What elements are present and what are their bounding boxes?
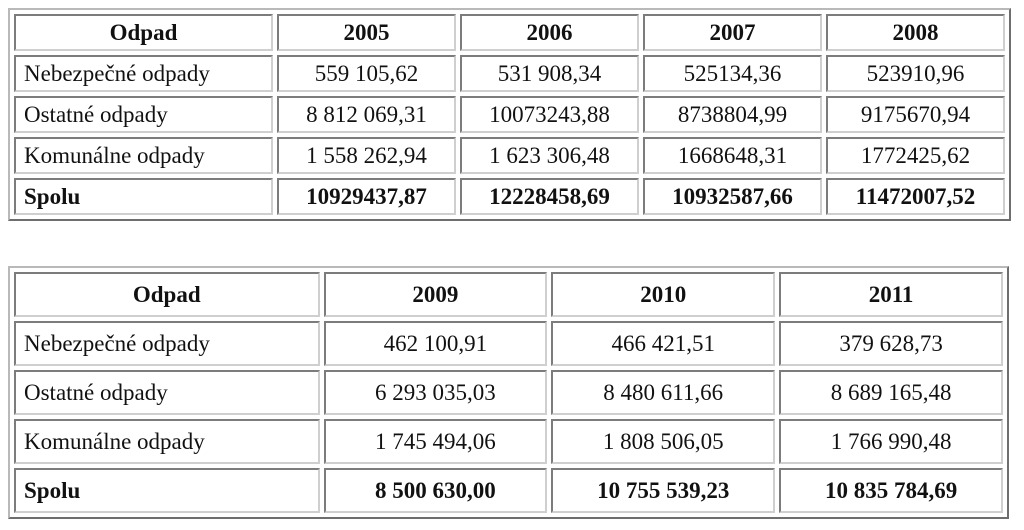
row-label: Nebezpečné odpady	[14, 321, 320, 366]
table-cell: 10932587,66	[643, 178, 822, 215]
column-header-waste: Odpad	[14, 14, 273, 51]
column-header-year: 2010	[551, 272, 776, 317]
table-cell: 8 500 630,00	[323, 468, 548, 513]
table-row-other-waste: Ostatné odpady 6 293 035,03 8 480 611,66…	[14, 370, 1003, 415]
column-header-year: 2006	[460, 14, 639, 51]
row-label: Spolu	[14, 468, 320, 513]
column-header-year: 2008	[826, 14, 1005, 51]
table-cell: 1 745 494,06	[323, 419, 548, 464]
table-cell: 462 100,91	[323, 321, 548, 366]
column-header-year: 2011	[779, 272, 1003, 317]
table-cell: 8 689 165,48	[779, 370, 1003, 415]
table-cell: 1772425,62	[826, 137, 1005, 174]
column-header-year: 2009	[323, 272, 548, 317]
waste-table-2005-2008: Odpad 2005 2006 2007 2008 Nebezpečné odp…	[8, 8, 1011, 221]
table-cell: 559 105,62	[277, 55, 456, 92]
table-row-other-waste: Ostatné odpady 8 812 069,31 10073243,88 …	[14, 96, 1005, 133]
table-cell: 466 421,51	[551, 321, 776, 366]
row-label: Ostatné odpady	[14, 370, 320, 415]
table-cell: 1 623 306,48	[460, 137, 639, 174]
table-cell: 523910,96	[826, 55, 1005, 92]
table-cell: 10 755 539,23	[551, 468, 776, 513]
table-cell: 10929437,87	[277, 178, 456, 215]
table-cell: 12228458,69	[460, 178, 639, 215]
table-cell: 531 908,34	[460, 55, 639, 92]
table-header-row: Odpad 2009 2010 2011	[14, 272, 1003, 317]
table-cell: 8 480 611,66	[551, 370, 776, 415]
waste-table-2009-2011: Odpad 2009 2010 2011 Nebezpečné odpady 4…	[8, 266, 1009, 519]
row-label: Komunálne odpady	[14, 137, 273, 174]
table-cell: 8738804,99	[643, 96, 822, 133]
table-cell: 6 293 035,03	[323, 370, 548, 415]
table-cell: 525134,36	[643, 55, 822, 92]
row-label: Komunálne odpady	[14, 419, 320, 464]
table-row-total: Spolu 10929437,87 12228458,69 10932587,6…	[14, 178, 1005, 215]
row-label: Nebezpečné odpady	[14, 55, 273, 92]
table-row-hazardous-waste: Nebezpečné odpady 462 100,91 466 421,51 …	[14, 321, 1003, 366]
table-cell: 1 808 506,05	[551, 419, 776, 464]
table-row-municipal-waste: Komunálne odpady 1 558 262,94 1 623 306,…	[14, 137, 1005, 174]
row-label: Spolu	[14, 178, 273, 215]
column-header-year: 2007	[643, 14, 822, 51]
table-cell: 9175670,94	[826, 96, 1005, 133]
table-cell: 10 835 784,69	[779, 468, 1003, 513]
table-cell: 1 766 990,48	[779, 419, 1003, 464]
table-row-total: Spolu 8 500 630,00 10 755 539,23 10 835 …	[14, 468, 1003, 513]
table-cell: 1 558 262,94	[277, 137, 456, 174]
column-header-year: 2005	[277, 14, 456, 51]
table-row-hazardous-waste: Nebezpečné odpady 559 105,62 531 908,34 …	[14, 55, 1005, 92]
table-cell: 11472007,52	[826, 178, 1005, 215]
table-cell: 10073243,88	[460, 96, 639, 133]
table-cell: 379 628,73	[779, 321, 1003, 366]
table-cell: 8 812 069,31	[277, 96, 456, 133]
column-header-waste: Odpad	[14, 272, 320, 317]
table-row-municipal-waste: Komunálne odpady 1 745 494,06 1 808 506,…	[14, 419, 1003, 464]
table-header-row: Odpad 2005 2006 2007 2008	[14, 14, 1005, 51]
row-label: Ostatné odpady	[14, 96, 273, 133]
table-cell: 1668648,31	[643, 137, 822, 174]
